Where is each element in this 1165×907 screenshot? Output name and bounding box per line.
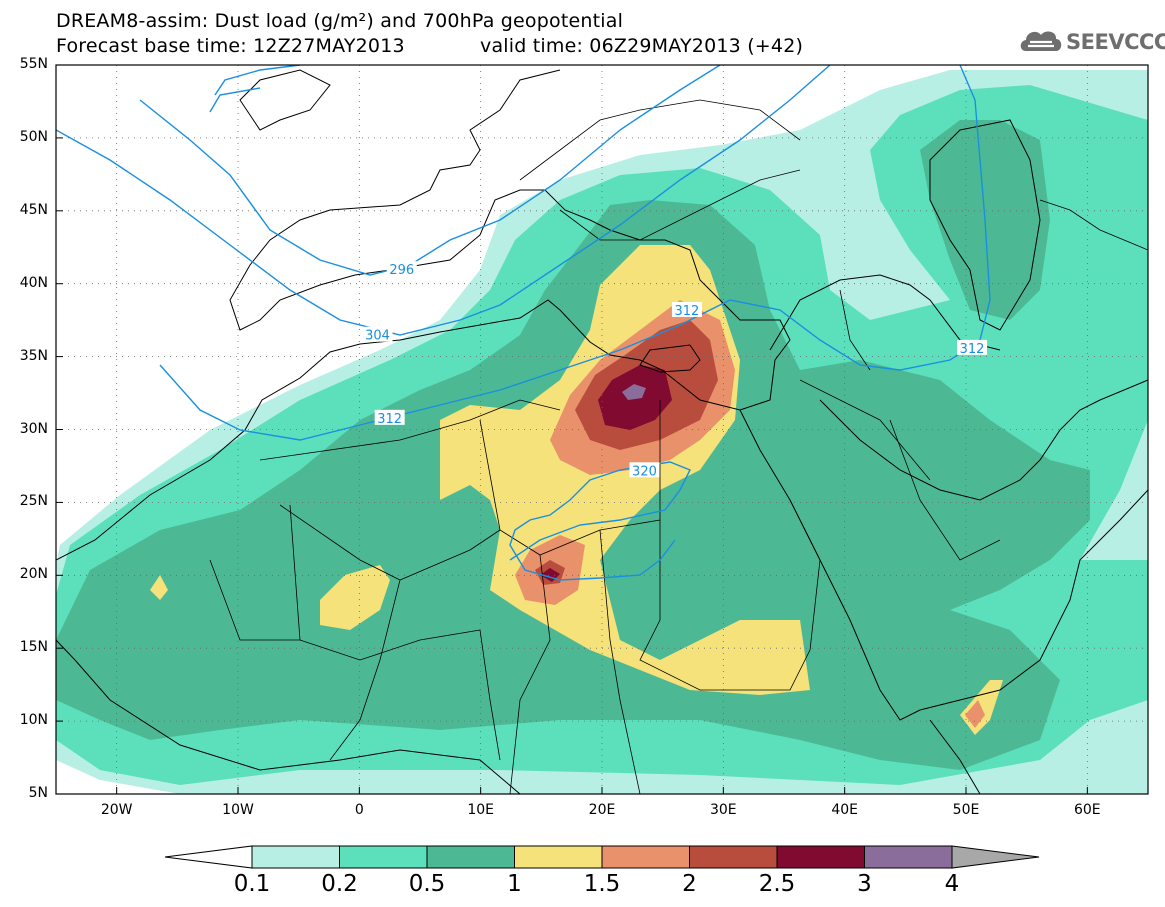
colorbar-label: 3 [857, 871, 872, 897]
colorbar-label: 1 [507, 871, 522, 897]
dust-3 [622, 384, 646, 400]
colorbar-label: 0.1 [233, 871, 271, 897]
latitude-label: 25N [19, 493, 48, 510]
contour-label: 312 [675, 304, 700, 319]
latitude-label: 35N [19, 347, 48, 364]
country-borders [209, 99, 1148, 794]
colorbar-label: 0.5 [408, 871, 446, 897]
longitude-label: 60E [1073, 802, 1101, 818]
colorbar-segment [426, 845, 515, 869]
colorbar-segment [601, 845, 690, 869]
longitude-label: 10E [467, 802, 494, 818]
colorbar [164, 845, 1040, 869]
colorbar-segment [339, 845, 428, 869]
contour-label: 296 [389, 263, 414, 278]
longitude-label: 40E [831, 802, 858, 818]
cloud-icon [1020, 31, 1062, 51]
dust-1c [150, 575, 168, 600]
colorbar-label: 0.2 [321, 871, 358, 897]
contour-label: 312 [960, 342, 985, 357]
longitude-label: 50E [952, 802, 980, 818]
colorbar-segment [251, 845, 340, 869]
colorbar-segment [689, 845, 778, 869]
latitude-label: 55N [19, 56, 48, 72]
contour-label: 320 [632, 464, 657, 479]
contour-label: 312 [377, 412, 402, 427]
contour-label: 304 [365, 329, 390, 344]
longitude-label: 10W [222, 802, 254, 818]
contour-label-bg [362, 326, 393, 342]
colorbar-segment [864, 845, 953, 869]
latitude-label: 45N [19, 201, 48, 218]
contour-label-bg [671, 301, 702, 317]
latitude-label: 10N [19, 712, 48, 729]
longitude-label: 0 [354, 802, 364, 818]
colorbar-label: 2.5 [758, 871, 796, 897]
latitude-label: 50N [19, 128, 48, 145]
colorbar-label: 2 [682, 871, 697, 897]
logo-text: SEEVCCC [1066, 30, 1165, 54]
colorbar-label: 1.5 [583, 871, 621, 897]
longitude-label: 20E [588, 802, 616, 818]
colorbar-high-triangle [951, 845, 1040, 869]
latitude-label: 30N [19, 420, 48, 437]
latitude-label: 5N [28, 785, 48, 801]
colorbar-label: 4 [944, 871, 960, 897]
valid-time: valid time: 06Z29MAY2013 (+42) [480, 35, 804, 57]
latitude-label: 40N [19, 274, 48, 291]
contour-label-bg [374, 409, 405, 425]
forecast-base-time: Forecast base time: 12Z27MAY2013 [56, 35, 405, 57]
latitude-label: 20N [19, 566, 48, 583]
colorbar-segment [776, 845, 865, 869]
colorbar-low-triangle [164, 845, 253, 869]
dust-1b [320, 565, 390, 630]
colorbar-segment [514, 845, 603, 869]
contour-labels: 296 304 312 312 312 320 [362, 261, 988, 479]
contour-label-bg [957, 339, 988, 355]
latitude-label: 15N [19, 639, 48, 656]
longitude-label: 20W [100, 802, 133, 818]
seevccc-logo: SEEVCCC [1018, 26, 1165, 56]
axis-ticks [56, 64, 1088, 795]
contour-label-bg [386, 261, 417, 277]
contour-label-bg [629, 462, 660, 478]
longitude-label: 30E [709, 802, 737, 818]
chart-title: DREAM8-assim: Dust load (g/m²) and 700hP… [56, 10, 624, 32]
